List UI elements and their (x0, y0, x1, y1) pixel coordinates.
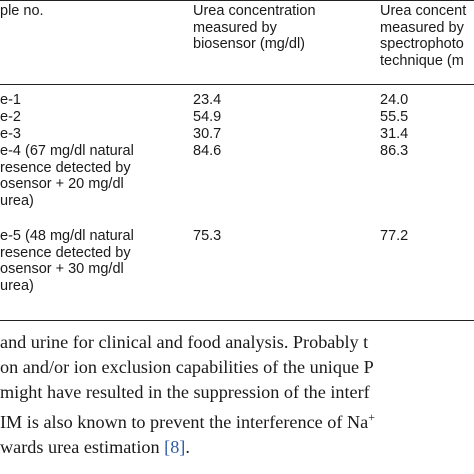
header-line: Urea concent (380, 3, 467, 19)
paragraph-line-with-citation: wards urea estimation [8]. (0, 435, 474, 460)
paragraph-line-text: IM is also known to prevent the interfer… (0, 412, 369, 433)
header-line: measured by (193, 19, 277, 36)
row-2-biosensor: 54.9 (193, 109, 222, 125)
row-1-sample: e-1 (0, 92, 21, 109)
paragraph-line: on and/or ion exclusion capabilities of … (0, 357, 374, 377)
sample-line: osensor + 20 mg/dl (0, 176, 124, 193)
table-bottom-rule (0, 320, 474, 322)
paragraph-line: might have resulted in the suppression o… (0, 382, 370, 402)
body-paragraph: and urine for clinical and food analysis… (0, 330, 474, 460)
row-3-sample: e-3 (0, 126, 21, 143)
header-sample-no: ple no. (0, 3, 44, 20)
sample-line: urea) (0, 277, 34, 294)
row-5-biosensor: 75.3 (193, 228, 222, 244)
row-2-spectro: 55.5 (380, 109, 409, 125)
paragraph-line-text: wards urea estimation (0, 437, 165, 458)
row-4-sample: e-4 (67 mg/dl natural resence detected b… (0, 143, 134, 209)
row-1-biosensor: 23.4 (193, 92, 222, 108)
paragraph-end: . (185, 437, 190, 458)
row-4-biosensor: 84.6 (193, 143, 222, 159)
row-3-biosensor: 30.7 (193, 126, 222, 142)
sample-line: e-4 (67 mg/dl natural (0, 143, 134, 159)
sample-line: e-2 (0, 109, 21, 125)
table-header-rule (0, 84, 474, 85)
citation-link[interactable]: [8] (164, 437, 186, 458)
header-line: spectrophoto (380, 36, 464, 53)
row-5-spectro: 77.2 (380, 228, 409, 244)
sample-line: resence detected by (0, 159, 131, 176)
sodium-charge-superscript: + (368, 410, 375, 424)
header-line: technique (m (380, 52, 464, 69)
row-5-sample: e-5 (48 mg/dl natural resence detected b… (0, 228, 134, 294)
table-top-rule (0, 0, 474, 1)
row-4-spectro: 86.3 (380, 143, 409, 159)
row-2-sample: e-2 (0, 109, 21, 126)
sample-line: e-1 (0, 92, 21, 108)
header-biosensor: Urea concentration measured by biosensor… (193, 3, 316, 53)
header-line: biosensor (mg/dl) (193, 36, 306, 53)
sample-line: e-5 (48 mg/dl natural (0, 228, 134, 244)
header-line: measured by (380, 19, 464, 36)
sample-line: urea) (0, 192, 34, 209)
header-line: ple no. (0, 3, 44, 19)
sample-line: e-3 (0, 126, 21, 142)
row-1-spectro: 24.0 (380, 92, 409, 108)
header-line: Urea concentration (193, 3, 316, 19)
header-spectro: Urea concent measured by spectrophoto te… (380, 3, 466, 69)
row-3-spectro: 31.4 (380, 126, 409, 142)
paragraph-line: and urine for clinical and food analysis… (0, 332, 369, 352)
paragraph-line-with-superscript: IM is also known to prevent the interfer… (0, 405, 474, 435)
sample-line: osensor + 30 mg/dl (0, 261, 124, 278)
sample-line: resence detected by (0, 244, 131, 261)
